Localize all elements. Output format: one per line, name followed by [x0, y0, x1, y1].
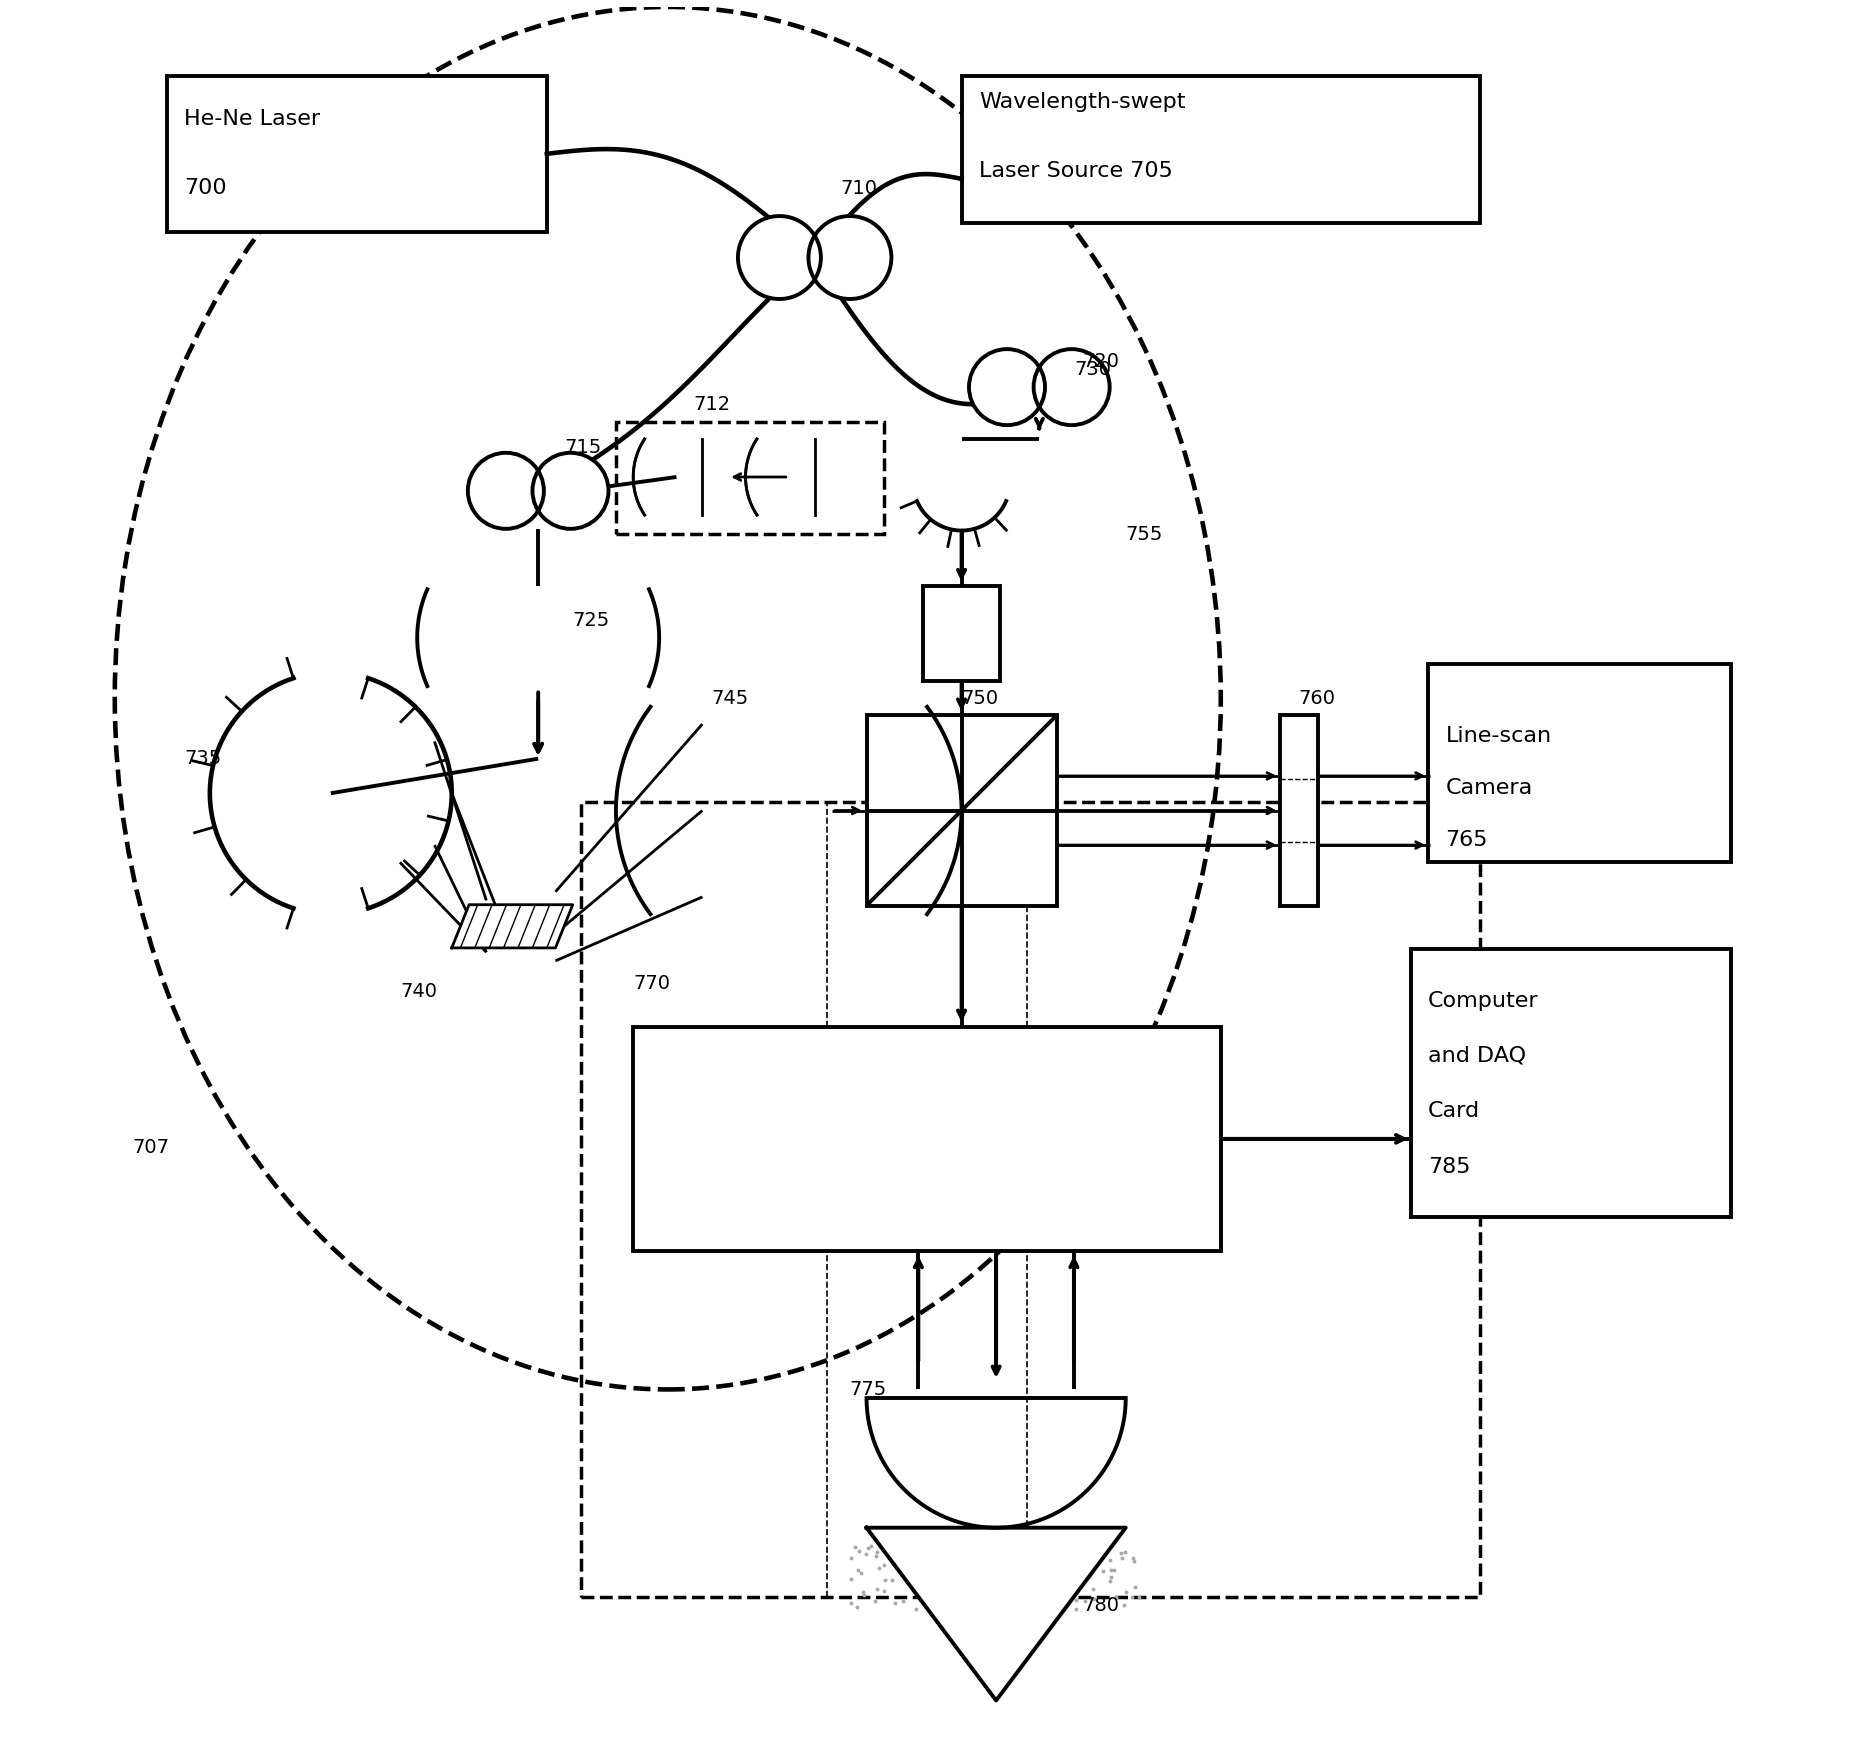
Text: 760: 760 [1298, 688, 1335, 707]
Polygon shape [866, 1528, 1125, 1700]
Circle shape [467, 453, 543, 530]
Text: 735: 735 [184, 749, 221, 768]
Text: 715: 715 [564, 437, 601, 456]
Bar [962, 77, 1479, 223]
Text: 740: 740 [400, 982, 438, 1002]
Text: 785: 785 [1428, 1157, 1470, 1176]
Polygon shape [452, 904, 573, 948]
Circle shape [970, 348, 1046, 425]
Text: 707: 707 [132, 1138, 169, 1157]
Text: 712: 712 [693, 395, 730, 415]
Text: 720: 720 [1083, 352, 1120, 371]
Text: 700: 700 [184, 178, 226, 199]
Bar [616, 422, 884, 535]
Circle shape [1035, 348, 1111, 425]
Text: 780: 780 [1083, 1596, 1120, 1615]
Text: 730: 730 [1073, 361, 1111, 380]
Circle shape [808, 216, 892, 300]
Text: 775: 775 [849, 1380, 886, 1399]
Bar [1411, 949, 1730, 1216]
Text: 770: 770 [634, 974, 671, 993]
Bar [167, 77, 547, 232]
Text: 750: 750 [962, 688, 999, 707]
Bar [866, 716, 1057, 906]
Text: Card: Card [1428, 1101, 1479, 1122]
Text: 725: 725 [573, 611, 610, 631]
Text: 755: 755 [1125, 524, 1162, 544]
Bar [634, 1026, 1220, 1251]
Text: 710: 710 [840, 179, 877, 199]
Circle shape [738, 216, 821, 300]
Bar [1428, 664, 1730, 862]
Circle shape [532, 453, 608, 530]
Text: Laser Source 705: Laser Source 705 [979, 160, 1174, 181]
Text: and DAQ: and DAQ [1428, 1045, 1526, 1066]
Text: Wavelength-swept: Wavelength-swept [979, 92, 1185, 111]
Bar [1279, 716, 1318, 906]
Text: He-Ne Laser: He-Ne Laser [184, 110, 321, 129]
Bar [923, 585, 1001, 681]
Text: Line-scan: Line-scan [1446, 726, 1552, 746]
Text: 745: 745 [710, 688, 749, 707]
Text: 765: 765 [1446, 829, 1489, 850]
Text: Computer: Computer [1428, 991, 1539, 1010]
Text: Camera: Camera [1446, 779, 1533, 798]
Bar [582, 801, 1479, 1597]
